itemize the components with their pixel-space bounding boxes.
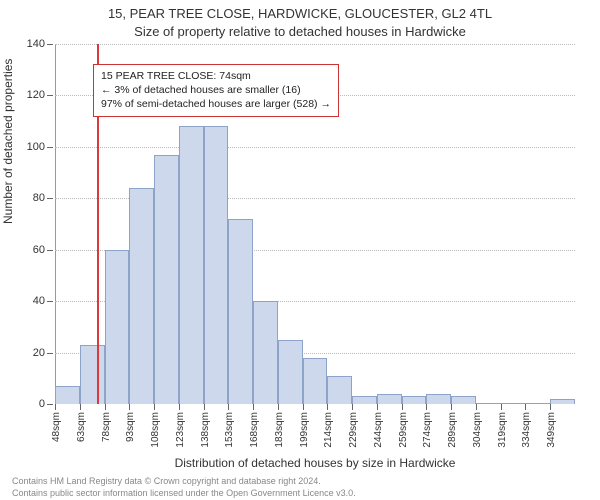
x-tick — [154, 404, 155, 410]
marker-callout: 15 PEAR TREE CLOSE: 74sqm ← 3% of detach… — [93, 64, 339, 117]
x-axis-label: Distribution of detached houses by size … — [55, 456, 575, 470]
x-tick — [327, 404, 328, 410]
gridline — [55, 147, 575, 148]
plot-area: 020406080100120140 48sqm63sqm78sqm93sqm1… — [55, 44, 575, 404]
histogram-bar — [278, 340, 303, 404]
y-tick — [47, 95, 53, 96]
y-tick — [47, 250, 53, 251]
histogram-bar — [105, 250, 130, 404]
histogram-bar — [303, 358, 328, 404]
x-tick — [80, 404, 81, 410]
histogram-bar — [80, 345, 105, 404]
x-tick-label: 168sqm — [249, 412, 260, 448]
x-tick — [377, 404, 378, 410]
x-tick — [402, 404, 403, 410]
x-tick — [179, 404, 180, 410]
x-tick-label: 48sqm — [51, 412, 62, 442]
x-tick-label: 289sqm — [447, 412, 458, 448]
histogram-bar — [525, 403, 550, 404]
y-tick — [47, 198, 53, 199]
footer-copyright-1: Contains HM Land Registry data © Crown c… — [12, 476, 588, 486]
y-tick — [47, 404, 53, 405]
histogram-bar — [55, 386, 80, 404]
x-tick-label: 244sqm — [373, 412, 384, 448]
x-tick-label: 229sqm — [348, 412, 359, 448]
x-tick-label: 274sqm — [422, 412, 433, 448]
x-tick-label: 153sqm — [224, 412, 235, 448]
callout-line-smaller: ← 3% of detached houses are smaller (16) — [101, 83, 331, 97]
histogram-bar — [377, 394, 402, 404]
y-tick-label: 60 — [33, 244, 45, 256]
histogram-bar — [129, 188, 154, 404]
y-tick-label: 20 — [33, 347, 45, 359]
x-tick-label: 183sqm — [274, 412, 285, 448]
property-size-chart: 15, PEAR TREE CLOSE, HARDWICKE, GLOUCEST… — [0, 0, 600, 500]
histogram-bar — [451, 396, 476, 404]
y-tick — [47, 44, 53, 45]
histogram-bar — [402, 396, 427, 404]
histogram-bar — [352, 396, 377, 404]
x-tick-label: 349sqm — [546, 412, 557, 448]
y-tick-label: 0 — [39, 398, 45, 410]
x-tick — [501, 404, 502, 410]
x-tick-label: 138sqm — [200, 412, 211, 448]
histogram-bar — [179, 126, 204, 404]
x-tick-label: 93sqm — [125, 412, 136, 442]
x-tick — [525, 404, 526, 410]
footer-copyright-2: Contains public sector information licen… — [12, 488, 588, 498]
x-tick-label: 123sqm — [175, 412, 186, 448]
x-tick-label: 199sqm — [299, 412, 310, 448]
y-tick-label: 80 — [33, 192, 45, 204]
x-tick-label: 214sqm — [323, 412, 334, 448]
histogram-bar — [253, 301, 278, 404]
callout-line-larger: 97% of semi-detached houses are larger (… — [101, 97, 331, 111]
y-tick-label: 40 — [33, 295, 45, 307]
x-tick-label: 319sqm — [497, 412, 508, 448]
y-tick-label: 140 — [27, 38, 45, 50]
y-tick — [47, 301, 53, 302]
x-tick — [476, 404, 477, 410]
x-tick — [253, 404, 254, 410]
x-tick — [303, 404, 304, 410]
x-tick-label: 78sqm — [101, 412, 112, 442]
x-tick-label: 304sqm — [472, 412, 483, 448]
x-tick — [228, 404, 229, 410]
histogram-bar — [327, 376, 352, 404]
histogram-bar — [204, 126, 229, 404]
chart-title-address: 15, PEAR TREE CLOSE, HARDWICKE, GLOUCEST… — [0, 6, 600, 21]
x-tick — [550, 404, 551, 410]
x-tick — [55, 404, 56, 410]
histogram-bar — [154, 155, 179, 404]
x-tick — [451, 404, 452, 410]
x-tick-label: 108sqm — [150, 412, 161, 448]
y-tick-label: 100 — [27, 141, 45, 153]
x-tick — [278, 404, 279, 410]
histogram-bar — [228, 219, 253, 404]
chart-subtitle: Size of property relative to detached ho… — [0, 24, 600, 39]
x-tick-label: 259sqm — [398, 412, 409, 448]
x-tick — [426, 404, 427, 410]
x-tick-label: 334sqm — [521, 412, 532, 448]
x-tick — [352, 404, 353, 410]
gridline — [55, 44, 575, 45]
histogram-bar — [426, 394, 451, 404]
callout-line-property: 15 PEAR TREE CLOSE: 74sqm — [101, 69, 331, 83]
x-tick — [129, 404, 130, 410]
y-axis-label: Number of detached properties — [1, 59, 15, 224]
histogram-bar — [501, 403, 526, 404]
x-tick — [204, 404, 205, 410]
y-tick — [47, 147, 53, 148]
x-tick-label: 63sqm — [76, 412, 87, 442]
histogram-bar — [476, 403, 501, 404]
histogram-bar — [550, 399, 575, 404]
x-tick — [105, 404, 106, 410]
y-tick — [47, 353, 53, 354]
y-tick-label: 120 — [27, 89, 45, 101]
